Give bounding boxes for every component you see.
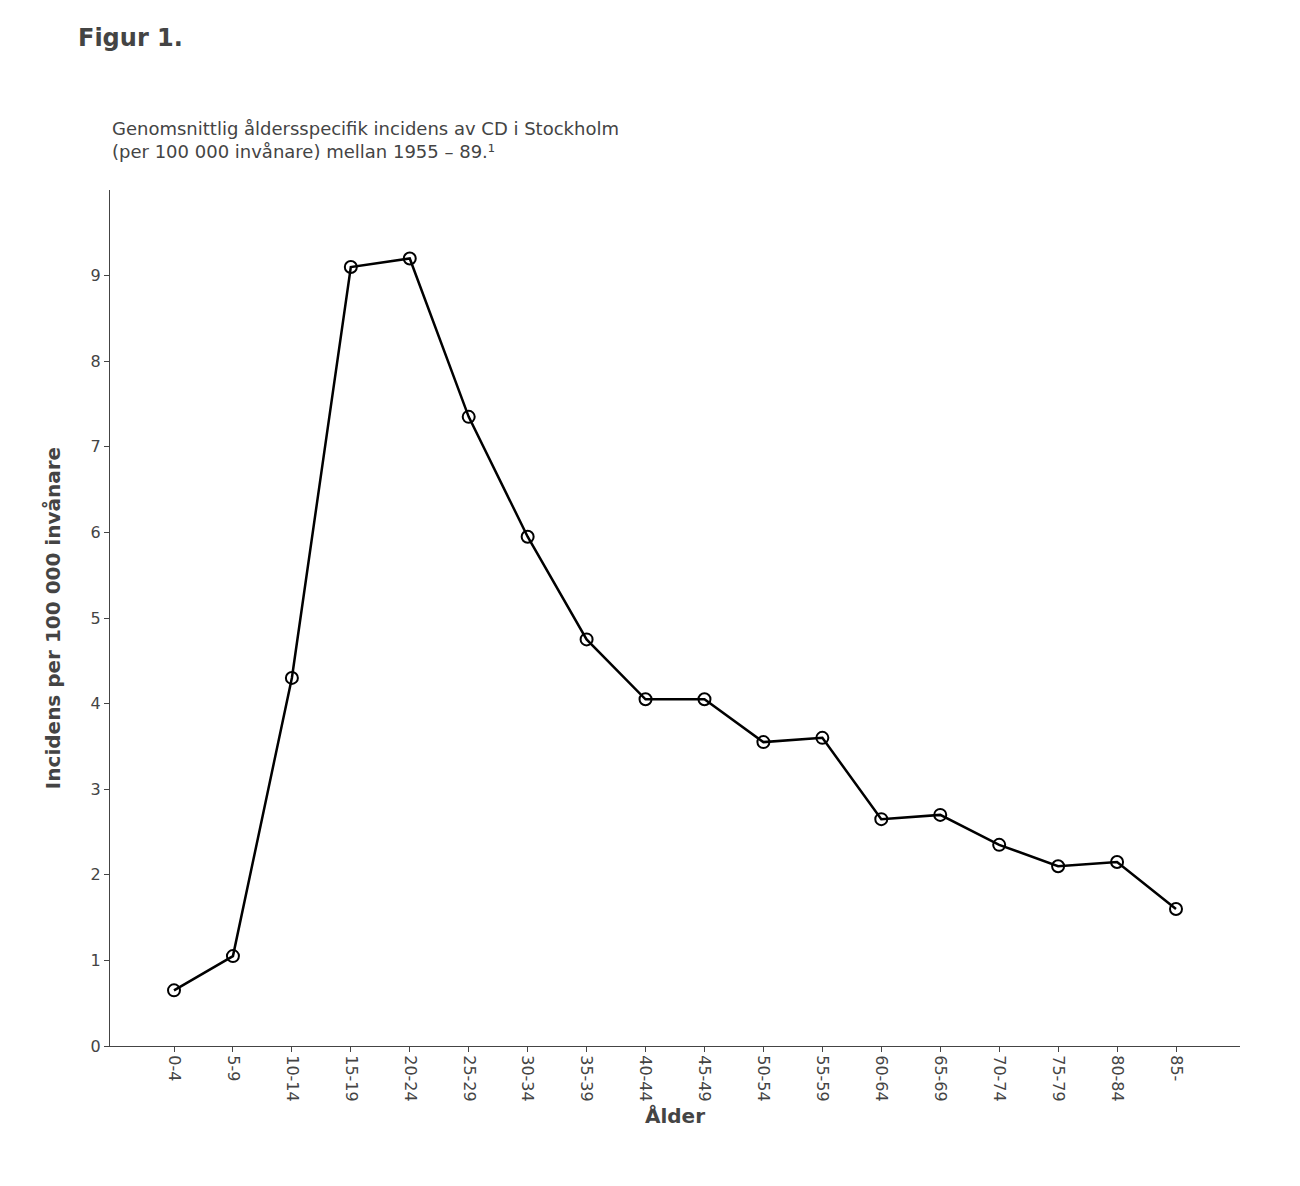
svg-text:0-4: 0-4 [165, 1055, 184, 1081]
svg-text:Incidens per 100 000 invånare: Incidens per 100 000 invånare [41, 447, 65, 789]
svg-text:1: 1 [91, 951, 101, 970]
svg-text:5-9: 5-9 [224, 1055, 243, 1081]
svg-text:3: 3 [91, 780, 101, 799]
svg-text:50-54: 50-54 [754, 1055, 773, 1102]
svg-text:6: 6 [91, 523, 101, 542]
svg-text:55-59: 55-59 [813, 1055, 832, 1102]
svg-text:5: 5 [91, 609, 101, 628]
svg-text:65-69: 65-69 [931, 1055, 950, 1102]
svg-text:85-: 85- [1167, 1055, 1186, 1081]
svg-text:9: 9 [91, 266, 101, 285]
svg-text:60-64: 60-64 [872, 1055, 891, 1102]
svg-text:Ålder: Ålder [645, 1104, 705, 1128]
svg-text:25-29: 25-29 [460, 1055, 479, 1102]
svg-text:Genomsnittlig åldersspecifik i: Genomsnittlig åldersspecifik incidens av… [112, 118, 619, 162]
svg-text:30-34: 30-34 [518, 1055, 537, 1102]
svg-text:75-79: 75-79 [1049, 1055, 1068, 1102]
svg-text:70-74: 70-74 [990, 1055, 1009, 1102]
svg-text:20-24: 20-24 [401, 1055, 420, 1102]
svg-text:80-84: 80-84 [1108, 1055, 1127, 1102]
svg-text:40-44: 40-44 [636, 1055, 655, 1102]
svg-text:10-14: 10-14 [283, 1055, 302, 1102]
svg-text:0: 0 [91, 1037, 101, 1056]
svg-text:8: 8 [91, 352, 101, 371]
svg-text:4: 4 [91, 694, 101, 713]
svg-text:45-49: 45-49 [695, 1055, 714, 1102]
svg-text:7: 7 [91, 437, 101, 456]
svg-text:Figur 1.: Figur 1. [78, 24, 183, 52]
svg-text:15-19: 15-19 [342, 1055, 361, 1102]
svg-text:35-39: 35-39 [577, 1055, 596, 1102]
svg-text:2: 2 [91, 865, 101, 884]
